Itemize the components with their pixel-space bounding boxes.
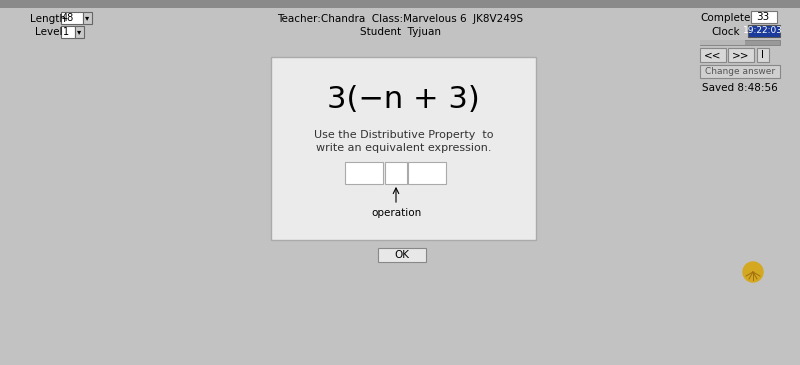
Text: ▾: ▾ [77, 27, 81, 36]
Text: Complete: Complete [700, 13, 750, 23]
FancyBboxPatch shape [757, 48, 769, 62]
FancyBboxPatch shape [748, 25, 780, 37]
FancyBboxPatch shape [378, 248, 426, 262]
Text: Clock: Clock [711, 27, 740, 37]
Text: 48: 48 [62, 13, 74, 23]
FancyBboxPatch shape [385, 162, 407, 184]
Text: >>: >> [732, 50, 750, 60]
Text: operation: operation [371, 208, 421, 218]
Text: Length: Length [30, 14, 66, 24]
Text: Saved 8:48:56: Saved 8:48:56 [702, 83, 778, 93]
Text: <<: << [704, 50, 722, 60]
Text: Student  Tyjuan: Student Tyjuan [359, 27, 441, 37]
Text: OK: OK [394, 250, 410, 260]
FancyBboxPatch shape [700, 40, 780, 45]
FancyBboxPatch shape [700, 40, 745, 45]
FancyBboxPatch shape [700, 65, 780, 78]
Text: 1: 1 [63, 27, 69, 37]
FancyBboxPatch shape [728, 48, 754, 62]
Text: 3(−n + 3): 3(−n + 3) [327, 85, 480, 114]
FancyBboxPatch shape [61, 12, 83, 24]
Text: ▾: ▾ [85, 14, 89, 23]
Text: Use the Distributive Property  to: Use the Distributive Property to [314, 130, 494, 140]
FancyBboxPatch shape [408, 162, 446, 184]
Text: I: I [762, 50, 765, 60]
FancyBboxPatch shape [345, 162, 383, 184]
Text: write an equivalent expression.: write an equivalent expression. [316, 143, 491, 153]
FancyBboxPatch shape [0, 0, 800, 8]
FancyBboxPatch shape [700, 48, 726, 62]
Text: Level: Level [35, 27, 62, 37]
FancyBboxPatch shape [271, 57, 536, 240]
FancyBboxPatch shape [751, 11, 777, 23]
Text: Teacher:Chandra  Class:Marvelous 6  JK8V249S: Teacher:Chandra Class:Marvelous 6 JK8V24… [277, 14, 523, 24]
FancyBboxPatch shape [75, 26, 84, 38]
Text: 33: 33 [756, 12, 770, 22]
FancyBboxPatch shape [83, 12, 92, 24]
FancyBboxPatch shape [61, 26, 75, 38]
Text: Change answer: Change answer [705, 67, 775, 76]
Circle shape [743, 262, 763, 282]
Text: 19:22:03: 19:22:03 [743, 26, 783, 35]
